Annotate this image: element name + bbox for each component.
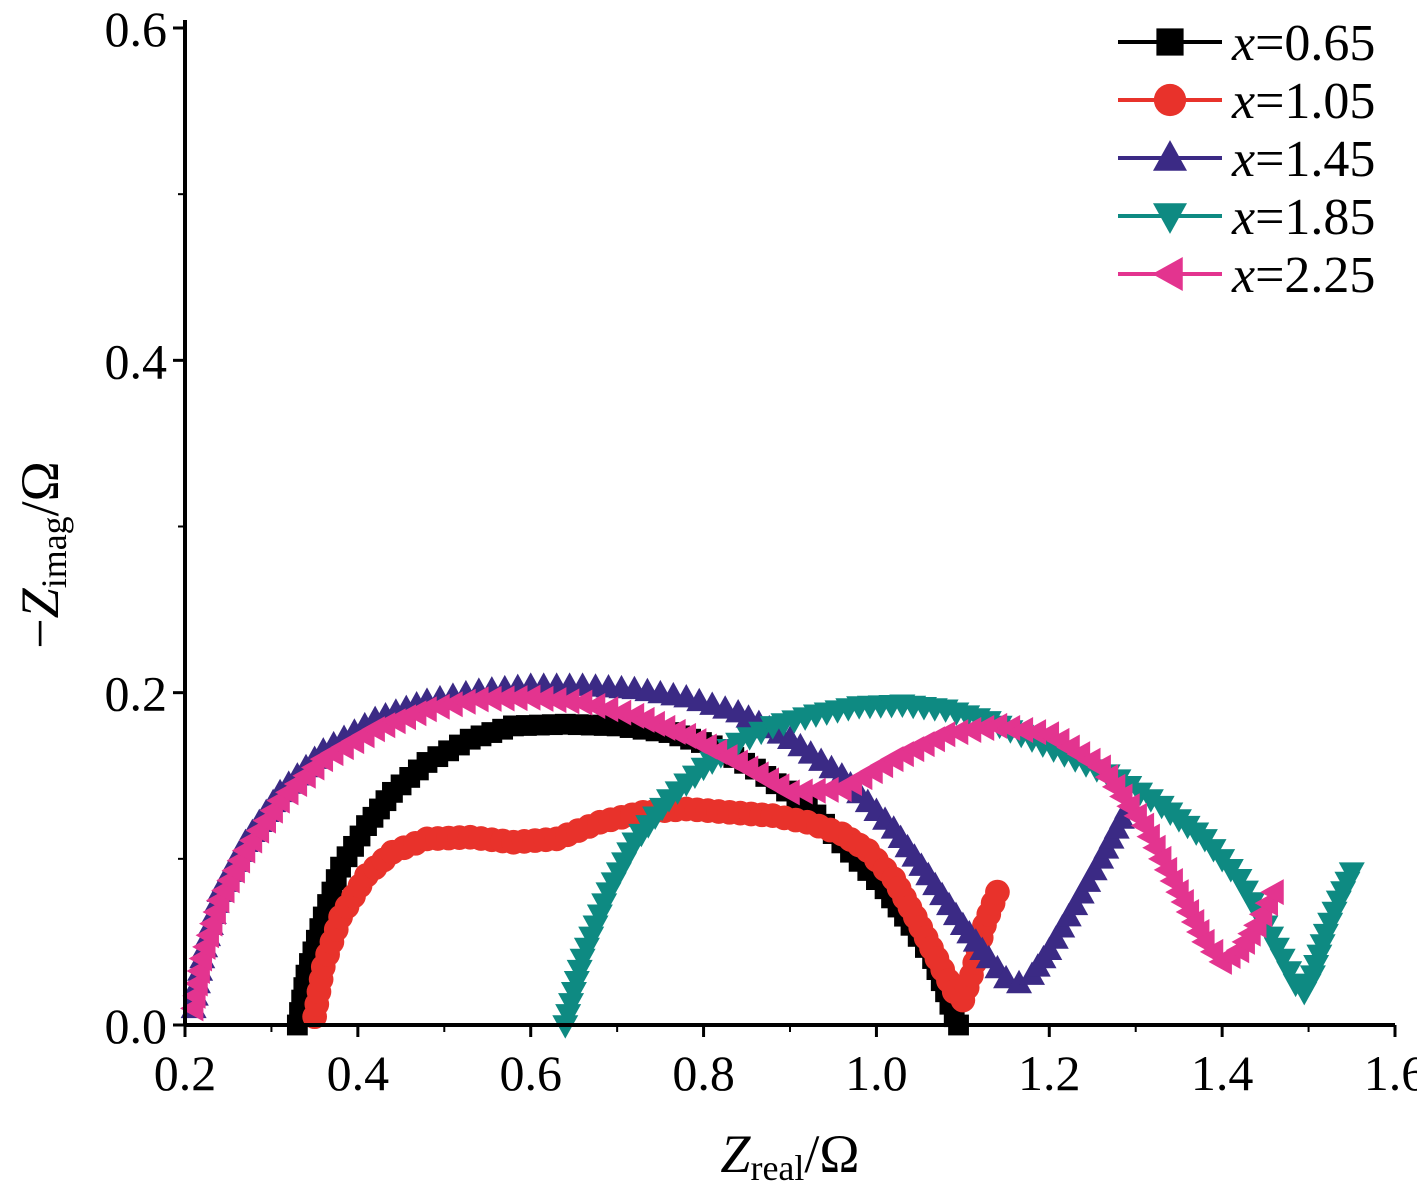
y-tick-label: 0.0 xyxy=(105,998,168,1054)
y-tick-label: 0.2 xyxy=(105,666,168,722)
x-tick-label: 1.4 xyxy=(1191,1045,1254,1101)
data-point xyxy=(802,777,826,804)
y-tick-label: 0.4 xyxy=(105,333,168,389)
data-point xyxy=(789,778,813,805)
data-point xyxy=(517,684,541,711)
legend-item: x=1.85 xyxy=(1118,189,1375,246)
data-point xyxy=(944,719,969,746)
data-point xyxy=(1276,961,1303,985)
data-point xyxy=(568,689,593,716)
x-tick-label: 1.6 xyxy=(1364,1045,1417,1101)
x-tick-label: 0.8 xyxy=(672,1045,735,1101)
data-point xyxy=(815,776,839,803)
axes: 0.2 0.4 0.6 0.8 1.0 1.2 1.4 1.60.00.20.40.6Zrea… xyxy=(10,1,1417,1181)
data-point xyxy=(594,696,619,723)
data-point xyxy=(530,685,554,712)
data-point xyxy=(983,712,1008,739)
data-point xyxy=(426,693,450,720)
data-point xyxy=(491,685,515,712)
series-x=0.65 xyxy=(286,713,969,1036)
legend-item: x=2.25 xyxy=(1118,247,1375,304)
data-point xyxy=(1269,948,1296,973)
data-point xyxy=(607,699,632,726)
legend-marker xyxy=(1153,140,1187,171)
data-point xyxy=(478,685,502,712)
y-axis-title: −Zimag/Ω xyxy=(10,461,74,649)
data-point xyxy=(413,696,437,723)
data-point xyxy=(931,721,956,748)
data-point xyxy=(985,879,1010,905)
plot-area xyxy=(179,672,1365,1039)
data-point xyxy=(465,686,489,713)
legend-item: x=1.05 xyxy=(1118,73,1375,130)
legend-label: x=1.45 xyxy=(1231,131,1375,188)
data-point xyxy=(555,1004,582,1028)
legend-item: x=0.65 xyxy=(1118,15,1375,72)
legend-marker xyxy=(1153,203,1187,234)
data-point xyxy=(1338,862,1365,886)
data-point xyxy=(558,993,585,1017)
legend-marker xyxy=(1152,257,1183,291)
data-point xyxy=(1127,782,1154,807)
legend-label: x=2.25 xyxy=(1231,247,1375,304)
legend-label: x=1.05 xyxy=(1231,73,1375,130)
series-x=1.05 xyxy=(302,796,1010,1030)
series-x=2.25 xyxy=(179,684,1284,1022)
data-point xyxy=(1009,717,1034,744)
data-point xyxy=(996,714,1021,741)
legend-label: x=0.65 xyxy=(1231,15,1375,72)
data-point xyxy=(439,691,463,718)
data-point xyxy=(970,714,995,741)
x-tick-label: 0.4 xyxy=(327,1045,390,1101)
legend-label: x=1.85 xyxy=(1231,189,1375,246)
legend-marker xyxy=(1156,28,1184,56)
x-tick-label: 1.2 xyxy=(1018,1045,1081,1101)
data-point xyxy=(542,687,567,714)
data-point xyxy=(555,688,580,715)
x-tick-label: 0.6 xyxy=(499,1045,562,1101)
data-point xyxy=(776,779,800,806)
data-point xyxy=(1006,969,1033,994)
y-tick-label: 0.6 xyxy=(105,1,168,57)
data-point xyxy=(1137,789,1164,813)
x-tick-label: 0.2 xyxy=(154,1045,217,1101)
x-axis-title: Zreal/Ω xyxy=(720,1124,859,1181)
legend-item: x=1.45 xyxy=(1118,131,1375,188)
data-point xyxy=(957,717,982,744)
data-point xyxy=(566,959,593,984)
data-point xyxy=(504,685,528,712)
data-point xyxy=(1022,719,1047,746)
x-tick-label: 1.0 xyxy=(845,1045,908,1101)
legend: x=0.65x=1.05x=1.45x=1.85x=2.25 xyxy=(1118,15,1375,304)
data-point xyxy=(452,688,476,715)
data-point xyxy=(1260,879,1284,906)
legend-marker xyxy=(1153,83,1187,117)
data-point xyxy=(563,970,590,995)
data-point xyxy=(581,692,606,719)
data-point xyxy=(560,982,587,1006)
